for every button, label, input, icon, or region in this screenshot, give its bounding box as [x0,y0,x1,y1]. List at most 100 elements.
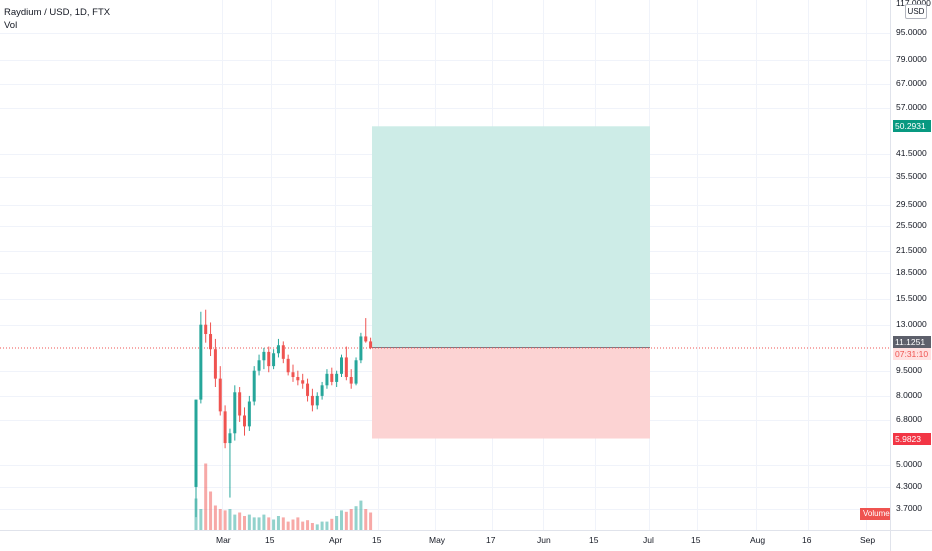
price-chart[interactable] [0,0,890,530]
time-tick: May [429,535,446,545]
candle-body [257,360,261,371]
time-tick: Mar [216,535,231,545]
volume-bar [262,514,266,530]
candle-body [252,370,256,402]
volume-bar [228,509,232,530]
time-axis[interactable]: Mar 15 Apr 15 May 17 Jun 15 Jul 15 Aug 16 Sep [0,530,890,551]
candle-body [286,358,290,373]
current-price-label[interactable]: 11.1251 [893,336,931,348]
volume-bar [349,509,353,530]
volume-bar [252,517,256,530]
price-tick: 67.0000 [896,78,927,88]
candle-body [369,341,373,348]
time-tick: 15 [589,535,599,545]
price-tick: 57.0000 [896,102,927,112]
volume-bar [306,520,310,530]
volume-bar [199,509,203,530]
price-tick: 9.5000 [896,365,922,375]
candle-body [209,334,213,350]
time-tick: 15 [691,535,701,545]
bar-countdown-label[interactable]: 07:31:10 [893,348,931,360]
candle-body [204,324,208,335]
currency-button[interactable]: USD [905,4,927,19]
volume-bar [325,521,329,530]
candle-body [281,345,285,359]
price-tick: 35.5000 [896,171,927,181]
volume-bar [296,517,300,530]
price-tick: 8.0000 [896,390,922,400]
price-tick: 95.0000 [896,27,927,37]
price-tick: 29.5000 [896,199,927,209]
candle-body [218,378,222,412]
volume-bar [213,505,217,530]
volume-indicator-label[interactable]: Vol [4,20,18,31]
volume-bar [257,517,261,530]
volume-bar [223,510,227,530]
candle-body [344,357,348,378]
volume-bar [301,521,305,530]
volume-bar [310,523,314,530]
price-tick: 21.5000 [896,245,927,255]
time-tick: 15 [372,535,382,545]
candle-body [247,401,251,427]
candle-body [306,383,310,396]
candle-body [340,357,343,374]
time-tick: Jul [643,535,654,545]
time-tick: 15 [265,535,275,545]
volume-bar [335,516,339,530]
stop-price-label[interactable]: 5.9823 [893,433,931,445]
candle-body [349,377,353,384]
axis-corner [890,530,932,551]
candle-body [359,336,363,361]
candle-body [267,351,271,367]
candle-body [354,360,358,384]
volume-bar [204,463,208,530]
chart-legend: Raydium / USD, 1D, FTX Vol [4,6,110,32]
volume-bar [272,519,276,530]
time-tick: Apr [329,535,343,545]
volume-bar [238,512,242,530]
target-price-label[interactable]: 50.2931 [893,120,931,132]
price-tick: 18.5000 [896,267,927,277]
candle-body [325,373,329,386]
volume-bar [354,506,358,530]
candle-body [335,373,339,382]
candle-body [301,380,305,384]
symbol-title[interactable]: Raydium / USD, 1D, FTX [4,7,111,18]
candle-body [276,345,280,354]
price-axis[interactable]: 117.000095.000079.000067.000057.000041.5… [890,0,932,530]
price-tick: 25.5000 [896,220,927,230]
chart-pane[interactable]: Raydium / USD, 1D, FTX Vol Volume [0,0,890,530]
candle-body [194,399,198,487]
price-tick: 6.8000 [896,414,922,424]
candle-body [223,411,227,444]
candle-body [228,433,232,444]
volume-bar [291,519,295,530]
candle-body [315,395,319,406]
price-tick: 3.7000 [896,503,922,513]
volume-bar [218,509,222,530]
candle-body [243,415,246,427]
candle-body [233,392,237,434]
volume-bar [247,514,251,530]
candle-body [291,372,295,378]
volume-bar [364,509,368,530]
volume-bar [344,511,348,530]
volume-bar [320,521,324,530]
price-tick: 15.5000 [896,293,927,303]
volume-bar [330,518,334,530]
candle-body [330,373,334,382]
volume-bar [243,516,246,530]
candle-body [213,349,217,379]
volume-bar [315,524,319,530]
volume-tag[interactable]: Volume [860,508,890,520]
time-tick: 17 [486,535,496,545]
candle-body [238,392,242,416]
volume-bar [233,514,237,530]
candle-body [320,385,324,396]
volume-bar [267,517,271,530]
volume-bar [359,500,363,530]
candle-body [272,353,276,367]
price-tick: 4.3000 [896,481,922,491]
volume-bar [340,510,343,530]
